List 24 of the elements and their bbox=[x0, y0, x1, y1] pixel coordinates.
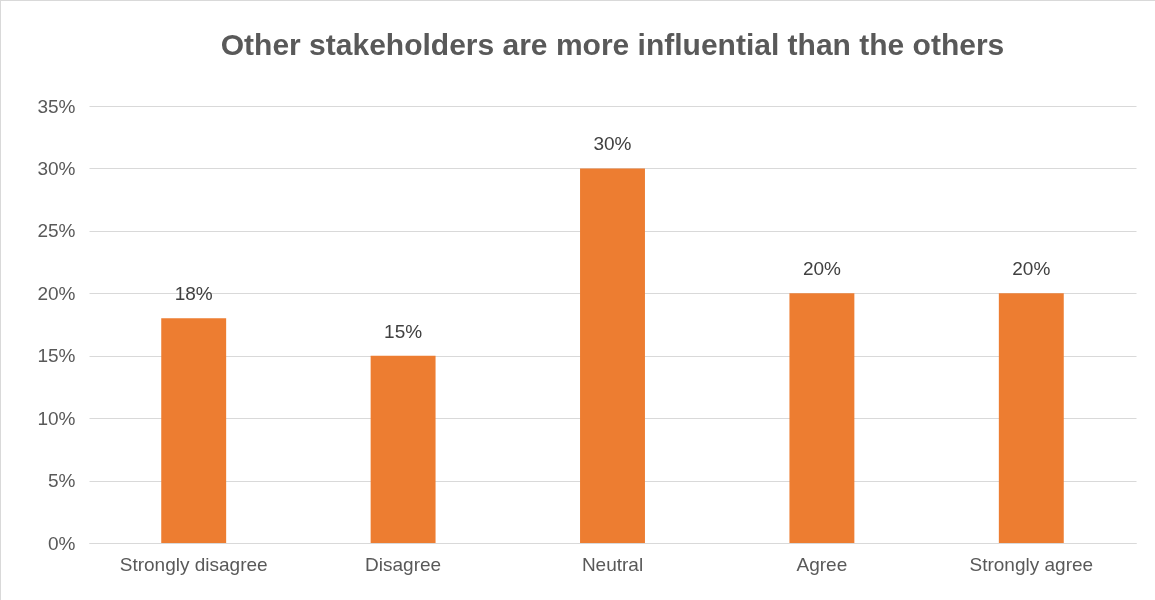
x-tick-label: Strongly disagree bbox=[119, 553, 268, 575]
y-tick-label: 5% bbox=[48, 470, 76, 492]
data-label: 18% bbox=[174, 283, 213, 305]
x-tick-label: Strongly agree bbox=[969, 553, 1094, 575]
y-tick-label: 25% bbox=[37, 220, 76, 242]
x-tick-label: Disagree bbox=[365, 553, 442, 575]
chart-title: Other stakeholders are more influential than the others bbox=[220, 28, 1005, 61]
y-tick-label: 0% bbox=[48, 532, 76, 554]
data-label: 20% bbox=[1012, 258, 1051, 280]
y-tick-label: 10% bbox=[37, 407, 76, 429]
y-tick-label: 15% bbox=[37, 345, 76, 367]
bar bbox=[789, 293, 855, 543]
x-tick-label: Agree bbox=[796, 553, 848, 575]
x-tick-label: Neutral bbox=[581, 553, 644, 575]
y-tick-label: 30% bbox=[37, 157, 76, 179]
data-label: 20% bbox=[802, 258, 842, 280]
y-tick-label: 35% bbox=[37, 95, 76, 117]
bar bbox=[998, 293, 1064, 543]
y-tick-label: 20% bbox=[37, 282, 76, 304]
data-label: 15% bbox=[384, 320, 423, 342]
bar bbox=[580, 168, 645, 543]
bar bbox=[370, 355, 436, 543]
bar bbox=[161, 318, 227, 543]
data-label: 30% bbox=[593, 133, 632, 155]
